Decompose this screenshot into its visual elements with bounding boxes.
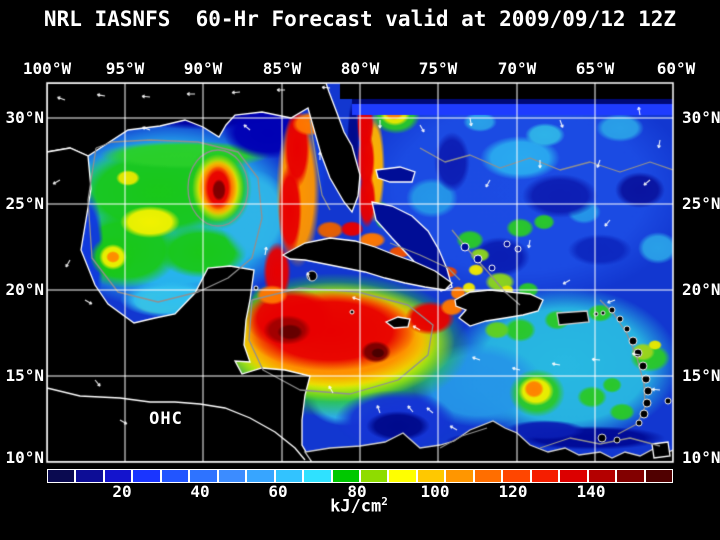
lat-tick-left-10n: 10°N	[5, 448, 44, 467]
lat-tick-right-20n: 20°N	[682, 280, 720, 299]
page-title: NRL IASNFS 60-Hr Forecast valid at 2009/…	[43, 7, 677, 31]
lon-tick-75w: 75°W	[418, 59, 458, 78]
colorbar-cell	[502, 469, 531, 483]
colorbar-tick-100: 100	[420, 482, 450, 501]
colorbar-cell	[274, 469, 304, 483]
lon-tick-100w: 100°W	[22, 59, 72, 78]
unit-text: kJ/cm	[330, 496, 382, 517]
lat-tick-left-25n: 25°N	[5, 194, 44, 213]
lat-tick-right-10n: 10°N	[682, 448, 720, 467]
colorbar-cell	[530, 469, 560, 483]
lon-tick-65w: 65°W	[575, 59, 615, 78]
colorbar-unit-label: kJ/cm2	[259, 495, 459, 517]
colorbar-cell	[246, 469, 275, 483]
colorbar-cell	[445, 469, 474, 483]
lat-tick-right-15n: 15°N	[682, 366, 720, 385]
lon-tick-60w: 60°W	[656, 59, 696, 78]
colorbar-cell	[616, 469, 645, 483]
colorbar-cell	[103, 469, 133, 483]
lat-tick-right-25n: 25°N	[682, 194, 720, 213]
colorbar-cell	[189, 469, 218, 483]
colorbar-cell	[303, 469, 332, 483]
lon-tick-70w: 70°W	[497, 59, 537, 78]
colorbar-tick-40: 40	[190, 482, 210, 501]
lat-tick-left-20n: 20°N	[5, 280, 44, 299]
colorbar-tick-60: 60	[268, 482, 288, 501]
colorbar-cell	[359, 469, 389, 483]
colorbar-cell	[388, 469, 417, 483]
lon-tick-90w: 90°W	[183, 59, 223, 78]
unit-exponent: 2	[381, 495, 388, 508]
colorbar-cell	[75, 469, 104, 483]
colorbar-tick-140: 140	[576, 482, 606, 501]
colorbar-cell	[416, 469, 446, 483]
lat-tick-left-30n: 30°N	[5, 108, 44, 127]
colorbar-cell	[217, 469, 247, 483]
colorbar-cell	[473, 469, 503, 483]
colorbar-cell	[160, 469, 190, 483]
map-label-ohc: OHC	[149, 409, 183, 429]
colorbar-cell	[331, 469, 360, 483]
colorbar-cell	[587, 469, 617, 483]
colorbar	[47, 469, 673, 483]
colorbar-tick-20: 20	[112, 482, 132, 501]
colorbar-cell	[644, 469, 673, 483]
lon-tick-95w: 95°W	[105, 59, 145, 78]
colorbar-tick-120: 120	[498, 482, 528, 501]
colorbar-cell	[559, 469, 588, 483]
colorbar-cell	[47, 469, 76, 483]
lat-tick-left-15n: 15°N	[5, 366, 44, 385]
lat-tick-right-30n: 30°N	[682, 108, 720, 127]
colorbar-tick-80: 80	[347, 482, 367, 501]
lon-tick-85w: 85°W	[262, 59, 302, 78]
colorbar-cell	[132, 469, 161, 483]
lon-tick-80w: 80°W	[340, 59, 380, 78]
